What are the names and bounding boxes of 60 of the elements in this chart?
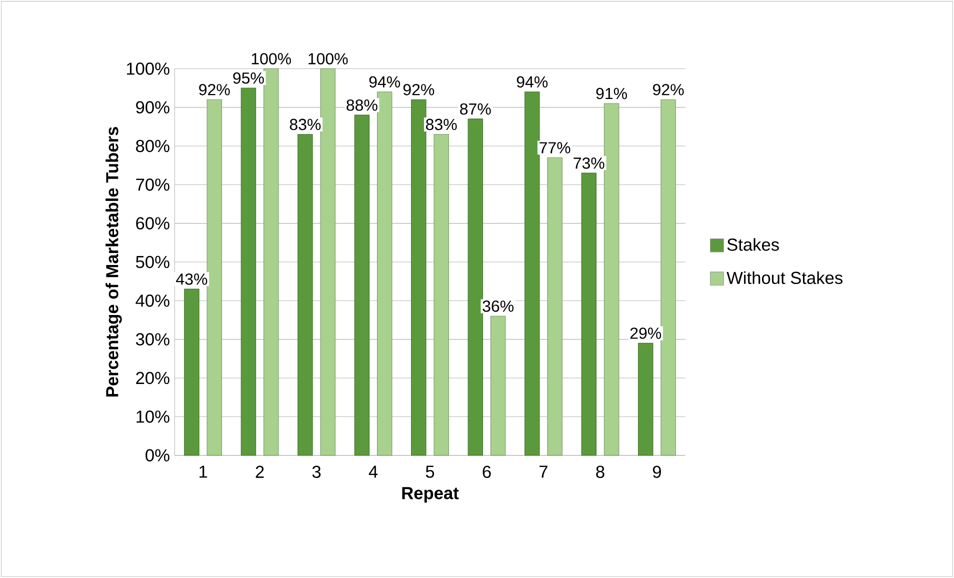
bar bbox=[660, 99, 676, 456]
data-label: 100% bbox=[252, 53, 291, 64]
legend-label: Without Stakes bbox=[726, 271, 842, 284]
data-label: 95% bbox=[233, 72, 264, 84]
x-tick-label: 8 bbox=[596, 466, 604, 478]
bar bbox=[411, 99, 426, 456]
x-tick-label: 9 bbox=[652, 466, 661, 478]
bar bbox=[184, 288, 200, 456]
y-tick-label: 0% bbox=[146, 449, 170, 462]
y-tick-label: 10% bbox=[136, 410, 170, 423]
y-tick-label: 70% bbox=[136, 178, 170, 191]
data-label: 83% bbox=[426, 118, 457, 130]
bar bbox=[468, 118, 484, 456]
data-label: 94% bbox=[516, 76, 548, 88]
data-label: 87% bbox=[460, 103, 491, 115]
legend-label: Stakes bbox=[727, 238, 779, 251]
bar bbox=[638, 342, 654, 456]
data-label: 91% bbox=[596, 88, 627, 100]
data-label: 92% bbox=[653, 84, 684, 96]
y-tick-label: 100% bbox=[126, 62, 170, 75]
x-tick-label: 3 bbox=[312, 466, 321, 478]
bar bbox=[604, 103, 620, 456]
bar bbox=[490, 316, 506, 456]
x-tick-label: 4 bbox=[368, 466, 378, 478]
y-tick-label: 90% bbox=[136, 101, 170, 114]
x-tick-label: 6 bbox=[482, 466, 491, 478]
data-label: 92% bbox=[403, 84, 434, 96]
data-label: 100% bbox=[308, 53, 348, 64]
y-tick-label: 50% bbox=[136, 256, 170, 268]
data-label: 29% bbox=[630, 328, 662, 339]
bar bbox=[354, 114, 370, 456]
bar bbox=[581, 172, 596, 456]
y-tick-label: 40% bbox=[136, 294, 170, 307]
data-label: 73% bbox=[574, 157, 604, 169]
bar bbox=[240, 88, 256, 456]
y-axis-title: Percentage of Marketable Tubers bbox=[106, 127, 122, 396]
bar bbox=[264, 68, 279, 456]
x-tick-label: 1 bbox=[200, 466, 208, 478]
y-tick-label: 80% bbox=[136, 140, 170, 152]
data-label: 92% bbox=[199, 84, 230, 96]
data-label: 88% bbox=[346, 99, 378, 111]
bar bbox=[298, 134, 313, 456]
y-tick-label: 20% bbox=[136, 372, 170, 384]
bar bbox=[206, 99, 222, 456]
data-label: 94% bbox=[369, 76, 400, 88]
bar bbox=[524, 92, 540, 456]
y-tick-label: 30% bbox=[136, 333, 170, 346]
bar bbox=[320, 68, 336, 456]
data-label: 36% bbox=[482, 300, 514, 312]
x-tick-label: 5 bbox=[426, 466, 434, 478]
x-tick-label: 7 bbox=[540, 466, 548, 478]
data-label: 43% bbox=[176, 273, 208, 285]
data-label: 77% bbox=[540, 142, 570, 154]
x-axis-title: Repeat bbox=[402, 487, 459, 503]
bar bbox=[434, 134, 449, 456]
data-label: 83% bbox=[290, 118, 321, 130]
y-tick-label: 60% bbox=[136, 217, 170, 230]
x-tick-label: 2 bbox=[256, 466, 264, 478]
bar bbox=[547, 157, 562, 456]
bar bbox=[376, 92, 392, 456]
